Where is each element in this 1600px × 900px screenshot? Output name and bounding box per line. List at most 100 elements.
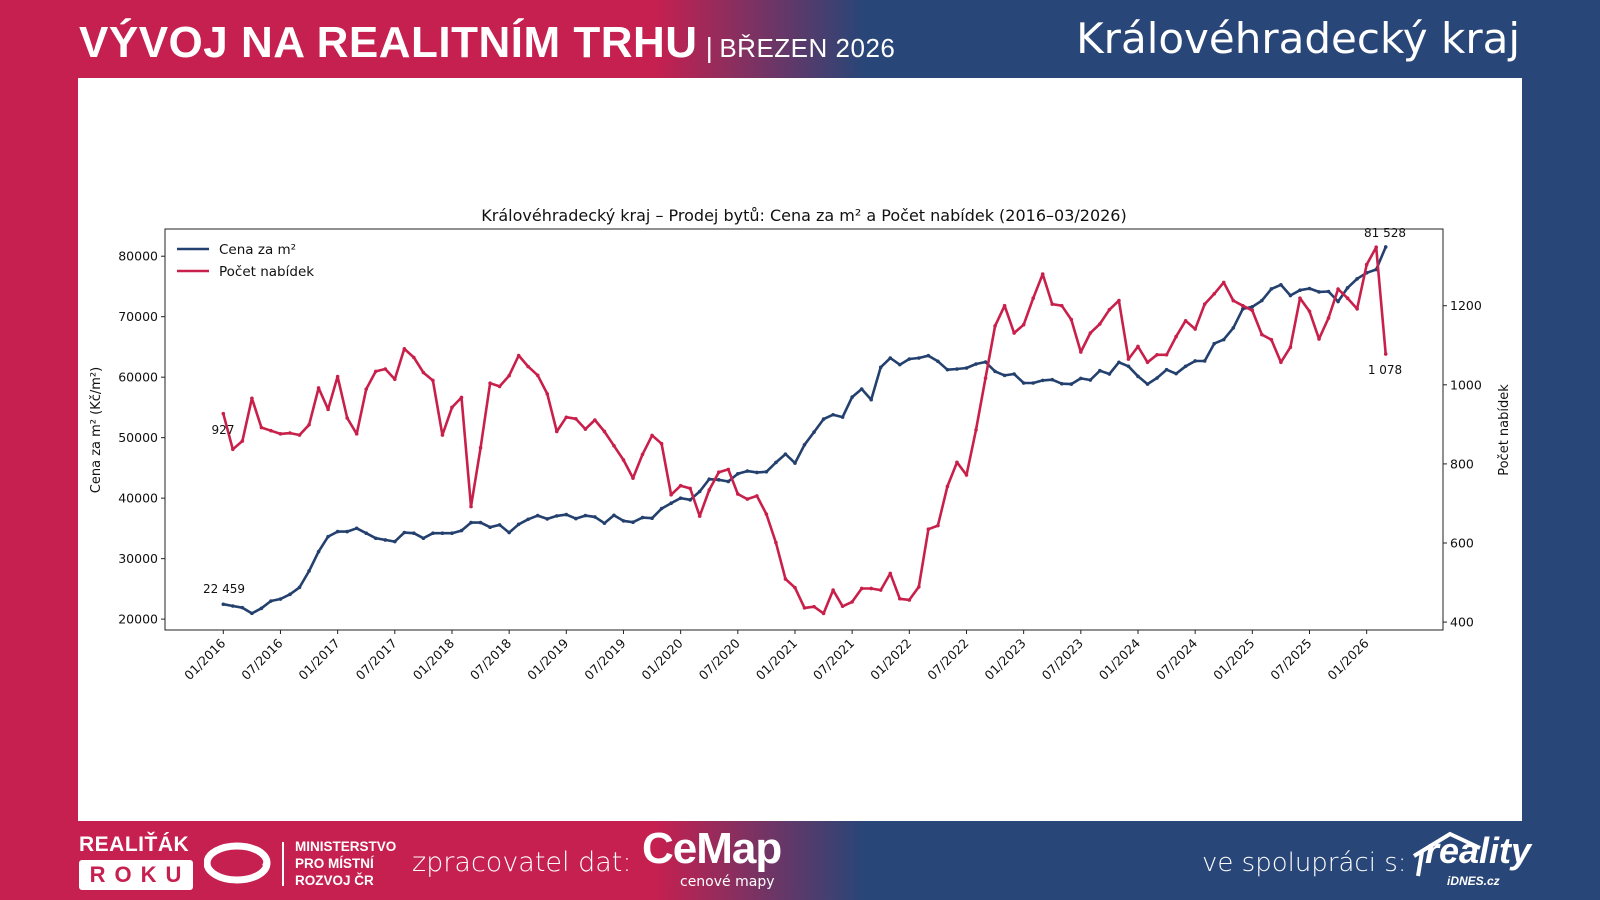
price-point [373, 536, 378, 541]
offers-point [716, 470, 721, 475]
price-point [783, 452, 788, 456]
offers-point [955, 460, 959, 465]
offers-point [240, 439, 245, 443]
price-point [621, 519, 626, 523]
offers-point [907, 598, 912, 602]
price-point [250, 611, 254, 616]
offers-point [1364, 262, 1369, 267]
price-point [316, 549, 321, 554]
offers-point [1336, 287, 1340, 291]
offers-point [1345, 296, 1350, 301]
offers-point [945, 484, 950, 489]
offers-point [1174, 334, 1178, 339]
price-point [583, 513, 588, 518]
y-left-tick-label: 50000 [118, 430, 158, 445]
price-point [412, 531, 416, 536]
price-point [535, 513, 540, 518]
y-left-tick-label: 60000 [118, 370, 158, 385]
offers-point [1250, 308, 1255, 313]
offers-point [936, 523, 940, 528]
offers-point [516, 353, 521, 358]
price-point [1059, 381, 1064, 386]
offers-point [1145, 360, 1150, 365]
offers-point [421, 370, 426, 375]
offers-point [402, 347, 407, 351]
offers-point [612, 443, 616, 448]
price-point [602, 521, 607, 526]
price-point [269, 599, 273, 603]
x-tick-label: 07/2025 [1267, 636, 1314, 683]
price-point [888, 356, 893, 360]
price-point [850, 395, 854, 399]
offers-point [964, 473, 969, 477]
y-right-tick-label: 800 [1450, 456, 1474, 471]
price-point [278, 597, 283, 601]
x-tick-label: 01/2024 [1096, 635, 1143, 682]
price-point [259, 606, 264, 611]
offers-point [755, 494, 759, 498]
offers-point [1155, 352, 1159, 357]
price-point [1240, 307, 1245, 311]
price-point [1088, 378, 1093, 382]
price-point [840, 415, 845, 419]
offers-point [440, 433, 445, 437]
price-point [1012, 372, 1016, 376]
ministry-divider [282, 842, 284, 886]
price-point [1298, 288, 1302, 293]
price-point [650, 516, 654, 521]
offers-point [478, 445, 483, 450]
price-point [1183, 364, 1188, 369]
price-point [488, 525, 492, 530]
price-point [1136, 374, 1140, 379]
price-point [869, 397, 874, 402]
offers-point [1040, 272, 1045, 276]
offers-point [554, 429, 559, 434]
y-left-tick-label: 70000 [118, 309, 158, 324]
offers-point [526, 364, 530, 369]
plot-frame [164, 228, 1444, 631]
y-right-tick-label: 600 [1450, 535, 1474, 550]
x-tick-label: 01/2023 [981, 636, 1028, 683]
offers-point [469, 504, 473, 509]
offers-point [1079, 350, 1083, 354]
price-point [812, 430, 816, 434]
price-point [688, 498, 692, 502]
price-point [1288, 293, 1293, 298]
price-point [431, 531, 435, 536]
price-point [631, 520, 635, 525]
offers-point [669, 492, 673, 497]
price-point [345, 529, 349, 534]
price-point [1221, 337, 1226, 342]
price-point [450, 531, 454, 536]
price-point [974, 362, 978, 366]
y-axis-left-label: Cena za m² (Kč/m²) [89, 367, 104, 493]
price-point [459, 528, 464, 533]
offers-point [431, 378, 435, 383]
price-point [1279, 283, 1283, 287]
x-tick-label: 01/2025 [1210, 636, 1257, 683]
realitak-roku-logo: REALIŤÁK ROKU [79, 833, 195, 890]
offers-point [1098, 322, 1102, 326]
offers-point [393, 377, 397, 382]
offers-point [659, 441, 664, 446]
price-point [1069, 382, 1074, 386]
y-right-tick-label: 1000 [1450, 377, 1482, 392]
offers-point [1298, 296, 1302, 301]
offers-point [1260, 332, 1264, 337]
offers-point [726, 467, 731, 472]
offers-point [278, 432, 283, 436]
processor-label: zpracovatel dat: [412, 847, 632, 878]
price-point [955, 367, 959, 371]
cemap-subtitle: cenové mapy [680, 874, 775, 890]
price-point [1164, 367, 1169, 372]
offers-point [1136, 344, 1140, 349]
offers-point [583, 427, 588, 431]
offers-point [231, 447, 235, 452]
legend-label-offers: Počet nabídek [219, 264, 314, 280]
legend: Cena za m² Počet nabídek [177, 242, 314, 280]
price-point [640, 515, 645, 520]
x-tick-label: 07/2017 [353, 636, 400, 683]
offers-point [774, 540, 778, 545]
annotation-offers-start: 927 [212, 423, 235, 437]
price-point [1307, 286, 1312, 291]
